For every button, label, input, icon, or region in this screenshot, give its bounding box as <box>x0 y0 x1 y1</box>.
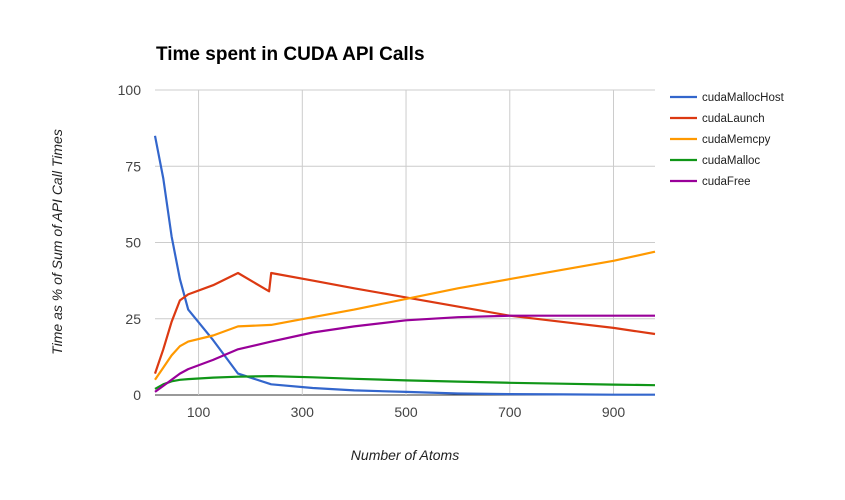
legend: cudaMallocHost cudaLaunch cudaMemcpy cudaMa… <box>670 92 785 188</box>
x-tick-label: 700 <box>498 404 522 420</box>
y-tick-label: 0 <box>133 387 141 403</box>
y-axis-label: Time as % of Sum of API Call Times <box>49 129 65 355</box>
x-tick-label: 900 <box>602 404 626 420</box>
legend-label-cudaFree: cudaFree <box>702 176 751 188</box>
legend-label-cudaMallocHost: cudaMallocHost <box>702 92 785 104</box>
series-lines <box>153 135 656 396</box>
y-tick-label: 100 <box>118 82 142 98</box>
x-axis-label: Number of Atoms <box>351 447 459 463</box>
grid <box>155 89 655 396</box>
x-tick-label: 100 <box>187 404 211 420</box>
y-tick-label: 25 <box>125 311 141 327</box>
x-tick-label: 300 <box>291 404 315 420</box>
series-line-cudaLaunch <box>153 271 656 374</box>
legend-label-cudaLaunch: cudaLaunch <box>702 113 765 125</box>
series-line-cudaMalloc <box>154 375 656 390</box>
x-tick-label: 500 <box>394 404 418 420</box>
y-tick-labels: 0 25 50 75 100 <box>118 82 142 403</box>
legend-label-cudaMemcpy: cudaMemcpy <box>702 134 771 146</box>
y-tick-label: 75 <box>125 158 141 174</box>
chart-title: Time spent in CUDA API Calls <box>156 44 425 65</box>
series-line-cudaMallocHost <box>153 135 655 396</box>
legend-label-cudaMalloc: cudaMalloc <box>702 155 760 167</box>
x-tick-labels: 100 300 500 700 900 <box>187 404 626 420</box>
series-line-cudaFree <box>154 314 655 393</box>
y-tick-label: 50 <box>125 235 141 251</box>
series-line-cudaMemcpy <box>154 250 656 381</box>
